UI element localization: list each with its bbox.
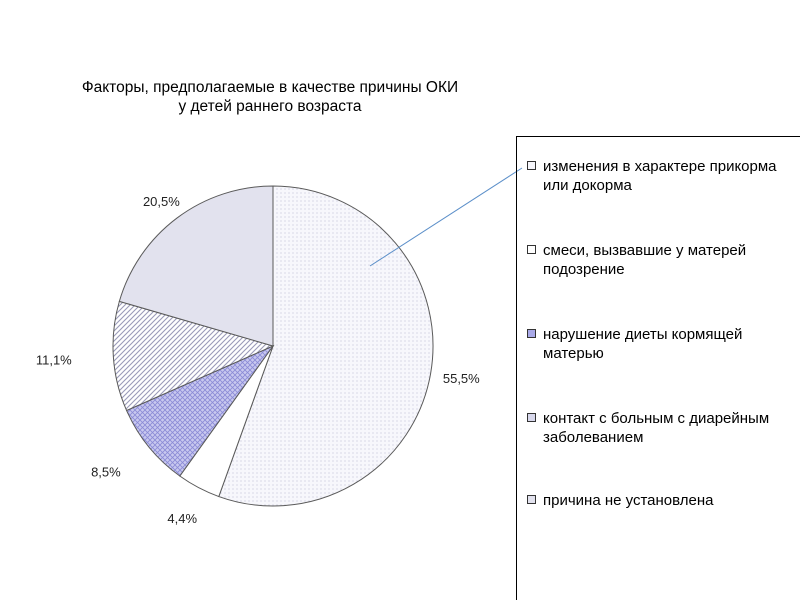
legend-item-prikorm: изменения в характере прикорма или докор…: [527, 157, 797, 195]
legend-item-kontakt: контакт с больным с диарейным заболевани…: [527, 409, 797, 447]
pie-slices: [112, 185, 434, 507]
legend-label: изменения в характере прикорма или докор…: [543, 158, 777, 194]
legend-swatch-kontakt: [527, 413, 536, 422]
legend-item-dieta: нарушение диеты кормящей матерью: [527, 325, 797, 363]
chart-title-line-1: Факторы, предполагаемые в качестве причи…: [81, 79, 459, 96]
legend: изменения в характере прикорма или докор…: [516, 136, 800, 600]
legend-swatch-prikorm: [527, 161, 536, 170]
legend-label: смеси, вызвавшие у матерей подозрение: [543, 242, 747, 278]
legend-label: нарушение диеты кормящей матерью: [543, 326, 743, 362]
legend-label: причина не установлена: [543, 492, 714, 509]
legend-swatch-smesi: [527, 245, 536, 254]
data-label-ne-ustanovlena: 20,5%: [143, 194, 180, 209]
slice-kontakt: [112, 300, 275, 412]
data-label-prikorm: 55,5%: [443, 371, 480, 386]
legend-swatch-ne-ustanovlena: [527, 495, 536, 504]
legend-label: контакт с больным с диарейным заболевани…: [543, 410, 770, 446]
data-label-kontakt: 11,1%: [36, 353, 72, 368]
pie-data-labels: 55,5% 4,4% 8,5% 11,1% 20,5%: [36, 194, 480, 526]
slice-dieta: [125, 344, 275, 477]
legend-leader-line: [369, 167, 523, 267]
slice-ne-ustanovlena: [118, 185, 274, 347]
legend-swatch-dieta: [527, 329, 536, 338]
data-label-smesi: 4,4%: [167, 511, 197, 526]
slice-prikorm: [218, 185, 434, 507]
chart-title: Факторы, предполагаемые в качестве причи…: [60, 78, 480, 116]
legend-item-ne-ustanovlena: причина не установлена: [527, 491, 797, 510]
data-label-dieta: 8,5%: [91, 464, 121, 479]
legend-item-smesi: смеси, вызвавшие у матерей подозрение: [527, 241, 797, 279]
chart-title-line-2: у детей раннего возраста: [178, 98, 362, 115]
